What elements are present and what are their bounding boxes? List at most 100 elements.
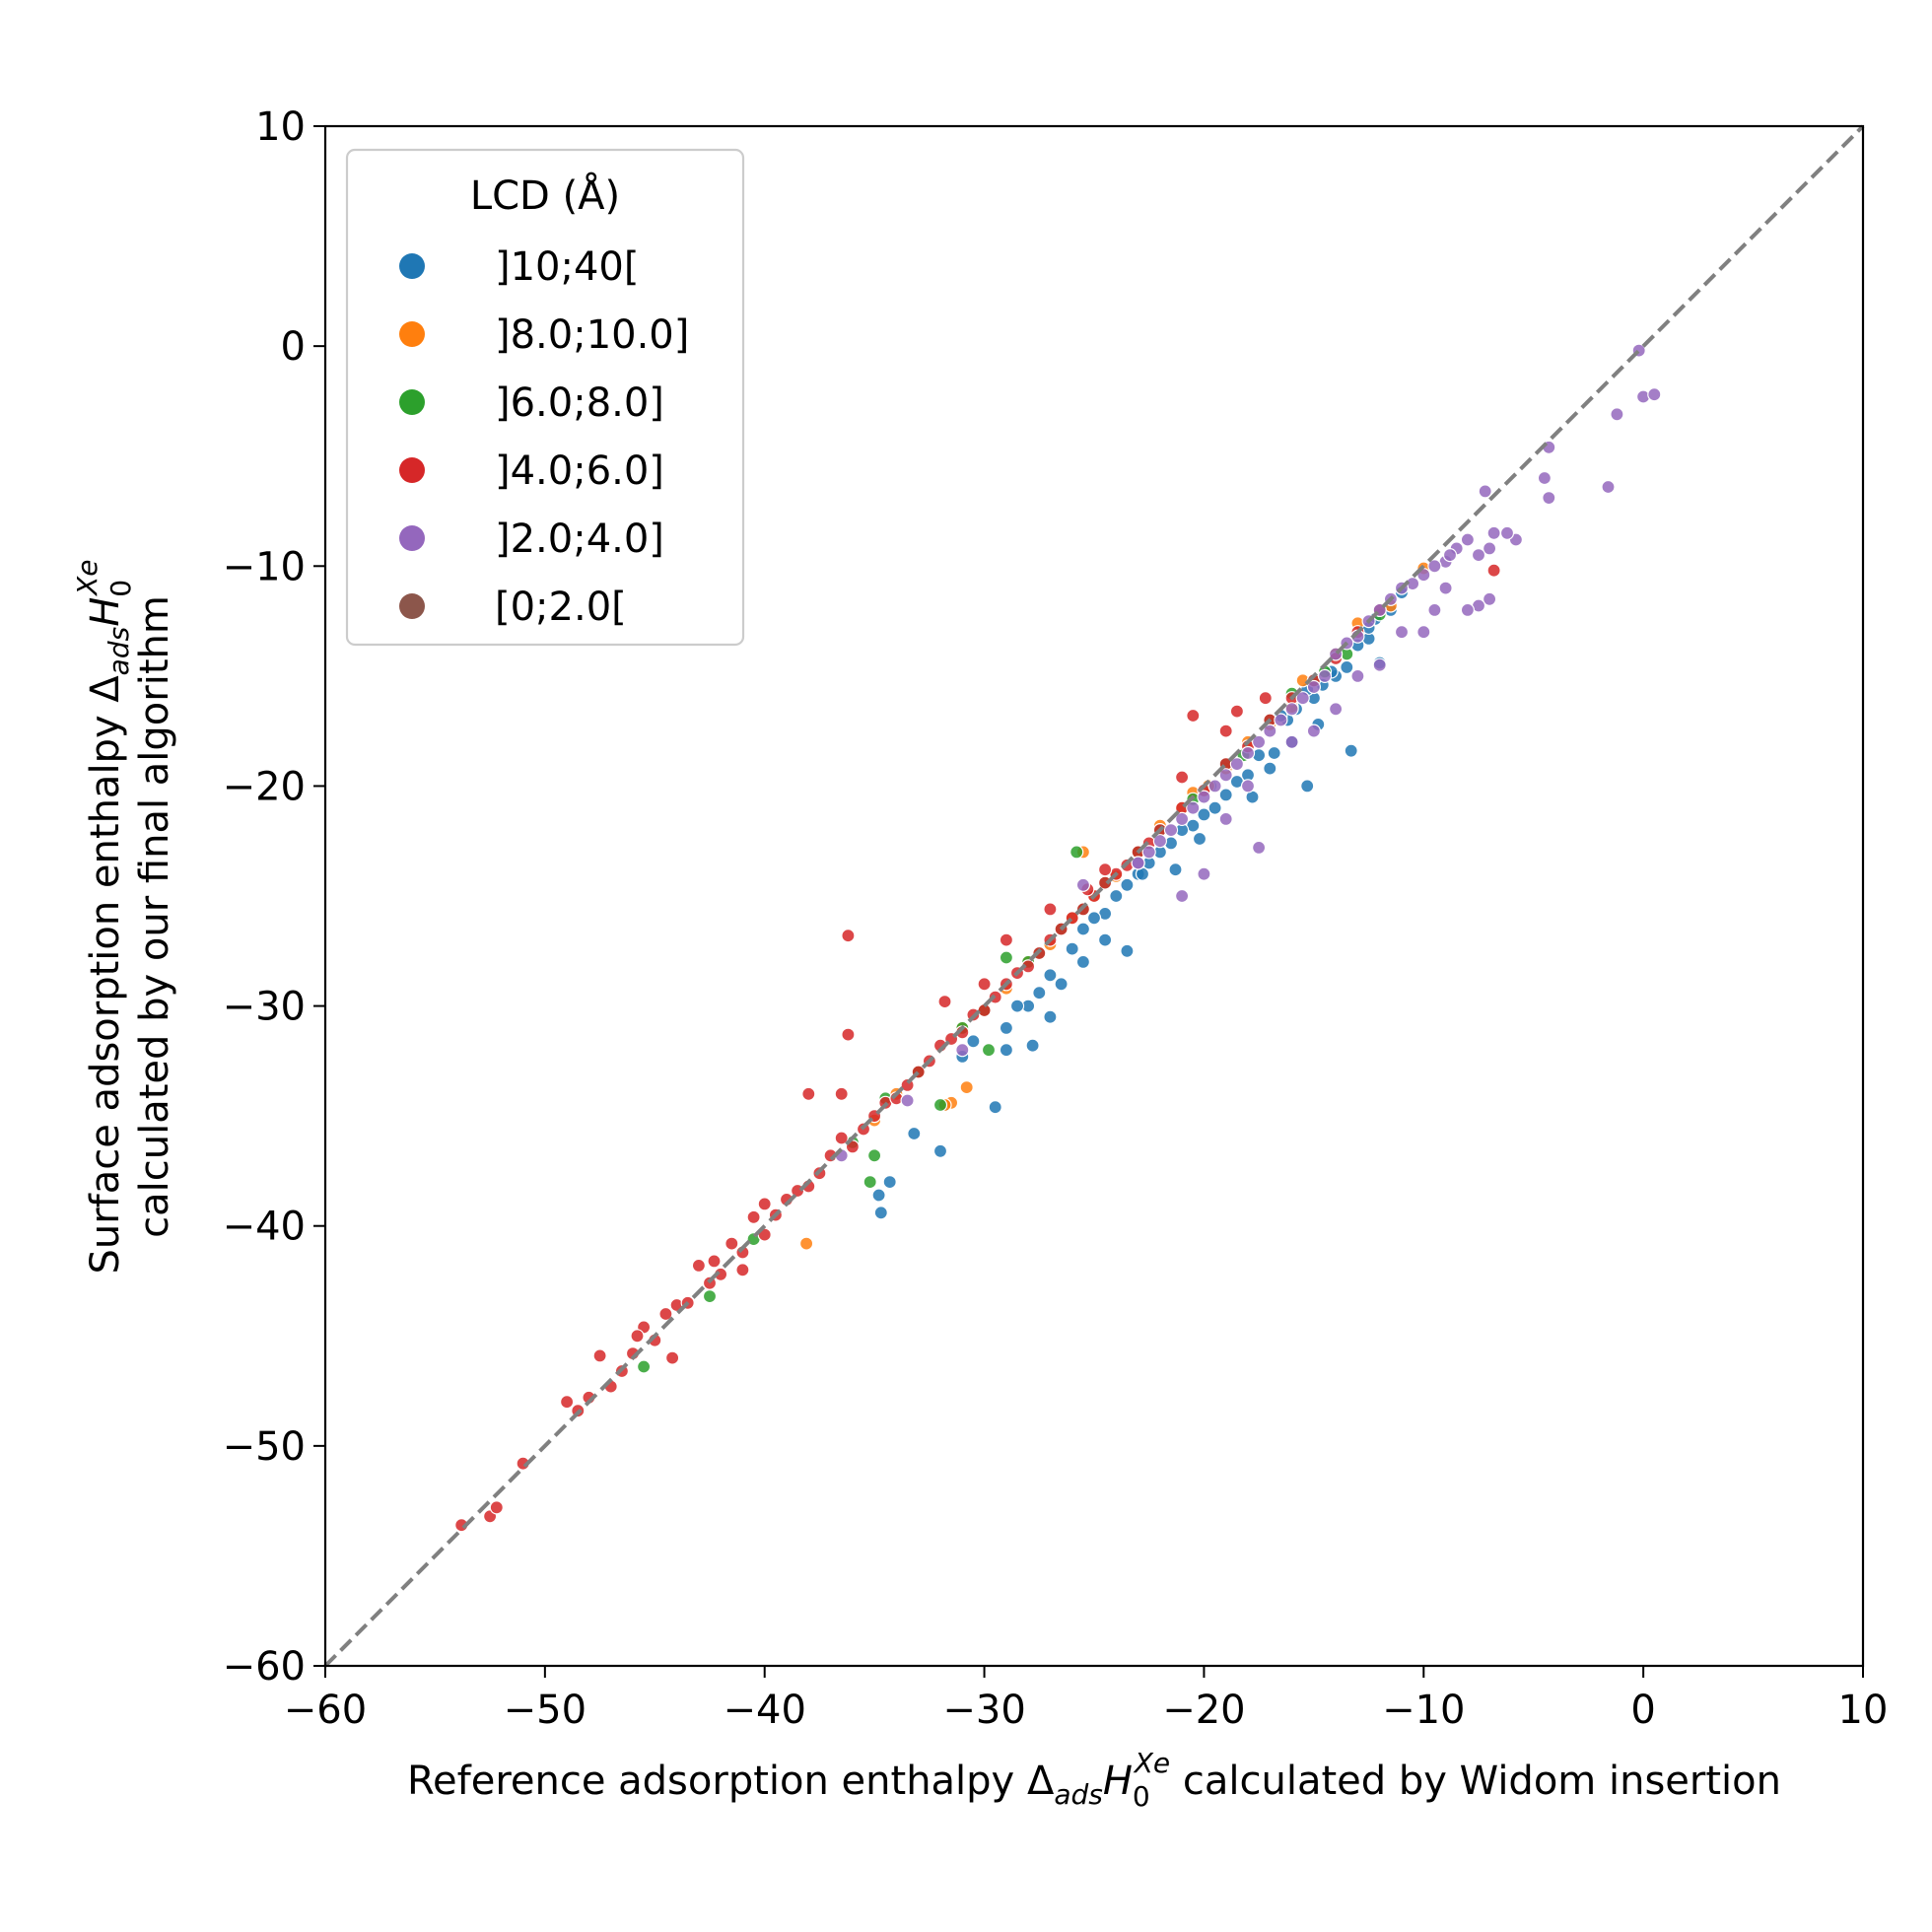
data-point (1263, 724, 1277, 738)
data-point (900, 1093, 915, 1108)
data-point (1197, 790, 1211, 804)
data-point (1043, 1009, 1058, 1024)
data-point (1174, 770, 1190, 785)
data-point (1350, 668, 1365, 684)
data-point (1240, 745, 1256, 761)
data-point (1427, 559, 1442, 574)
data-point (724, 1236, 739, 1251)
data-point (1141, 845, 1156, 860)
data-point (977, 977, 992, 992)
data-point (1306, 724, 1322, 738)
data-point (1208, 800, 1222, 815)
data-point (1372, 657, 1387, 672)
y-tick-label: 10 (255, 104, 306, 150)
data-point (1152, 834, 1168, 849)
data-point (1438, 581, 1453, 595)
data-point (1340, 659, 1354, 675)
data-point (1427, 602, 1442, 618)
data-point (1174, 811, 1190, 827)
y-axis-label: Surface adsorption enthalpy ΔadsH0Xe cal… (71, 559, 177, 1274)
data-point (1025, 1038, 1040, 1053)
data-point (801, 1086, 816, 1101)
data-point (1317, 668, 1333, 684)
data-point (1482, 541, 1497, 556)
x-tick-label: 0 (1630, 1688, 1655, 1733)
data-point (1043, 902, 1058, 917)
x-axis-label: Reference adsorption enthalpy ΔadsH0Xe c… (407, 1747, 1781, 1813)
data-point (1267, 745, 1281, 761)
legend-label: ]6.0;8.0] (495, 380, 664, 426)
data-point (1460, 602, 1476, 618)
data-point (1344, 743, 1358, 758)
data-point (1274, 713, 1288, 727)
data-point (873, 1206, 888, 1220)
legend-title: LCD (Å) (470, 172, 620, 219)
legend-label: [0;2.0[ (495, 585, 627, 630)
data-point (559, 1395, 575, 1410)
x-tick-label: −30 (942, 1688, 1025, 1733)
data-point (1120, 877, 1135, 892)
data-point (1043, 968, 1058, 983)
legend-marker (399, 457, 425, 483)
data-point (1295, 691, 1310, 706)
data-point (1542, 491, 1556, 506)
data-point (999, 1043, 1014, 1058)
legend-frame (345, 148, 745, 647)
legend-label: ]4.0;6.0] (495, 448, 664, 494)
data-point (1284, 734, 1299, 749)
data-point (937, 994, 952, 1009)
data-point (1197, 866, 1211, 881)
data-point (882, 1174, 897, 1190)
data-point (489, 1500, 504, 1515)
data-point (1229, 704, 1245, 719)
legend: LCD (Å) ]10;40[ ]8.0;10.0] ]6.0;8.0] ]4.0;6… (345, 148, 745, 647)
data-point (955, 1043, 970, 1058)
data-point (866, 1148, 882, 1163)
data-point (1009, 999, 1025, 1013)
legend-label: ]2.0;4.0] (495, 517, 664, 562)
plot-area-frame (323, 124, 1865, 1668)
data-point (841, 1027, 856, 1042)
data-point (1218, 724, 1233, 738)
data-point (1086, 911, 1102, 926)
data-point (988, 1100, 1002, 1115)
data-point (735, 1263, 750, 1277)
data-point (1097, 862, 1113, 877)
data-point (658, 1306, 673, 1322)
y-tick-label: 0 (281, 324, 306, 370)
data-point (1263, 761, 1277, 776)
data-point (1486, 563, 1501, 578)
data-point (1065, 941, 1079, 956)
y-tick-label: −10 (223, 544, 306, 589)
y-tick-label: −30 (223, 985, 306, 1030)
data-point (1075, 922, 1091, 936)
data-point (1174, 888, 1190, 904)
y-tick-label: −20 (223, 764, 306, 809)
data-point (707, 1254, 722, 1269)
x-tick-label: −50 (504, 1688, 586, 1733)
data-point (841, 929, 856, 943)
data-point (1208, 779, 1222, 794)
legend-marker (399, 253, 425, 279)
y-tick-label: −60 (223, 1644, 306, 1690)
x-tick-label: 10 (1838, 1688, 1889, 1733)
data-point (1192, 831, 1208, 847)
x-tick-label: −40 (724, 1688, 806, 1733)
data-point (691, 1258, 707, 1274)
x-tick-label: −20 (1162, 1688, 1245, 1733)
data-point (1131, 856, 1145, 870)
legend-label: ]10;40[ (495, 244, 639, 290)
data-point (999, 932, 1014, 947)
legend-marker (399, 389, 425, 415)
legend-marker (399, 321, 425, 347)
data-point (1499, 525, 1515, 540)
legend-entries: ]10;40[ ]8.0;10.0] ]6.0;8.0] ]4.0;6.0] ]2.0;… (399, 244, 689, 630)
data-point (1284, 702, 1299, 717)
data-point (1218, 788, 1233, 802)
legend-label: ]8.0;10.0] (495, 312, 689, 358)
data-point (1163, 822, 1179, 838)
data-point (1240, 779, 1256, 794)
data-point (1120, 943, 1135, 958)
x-tick-label: −60 (284, 1688, 367, 1733)
